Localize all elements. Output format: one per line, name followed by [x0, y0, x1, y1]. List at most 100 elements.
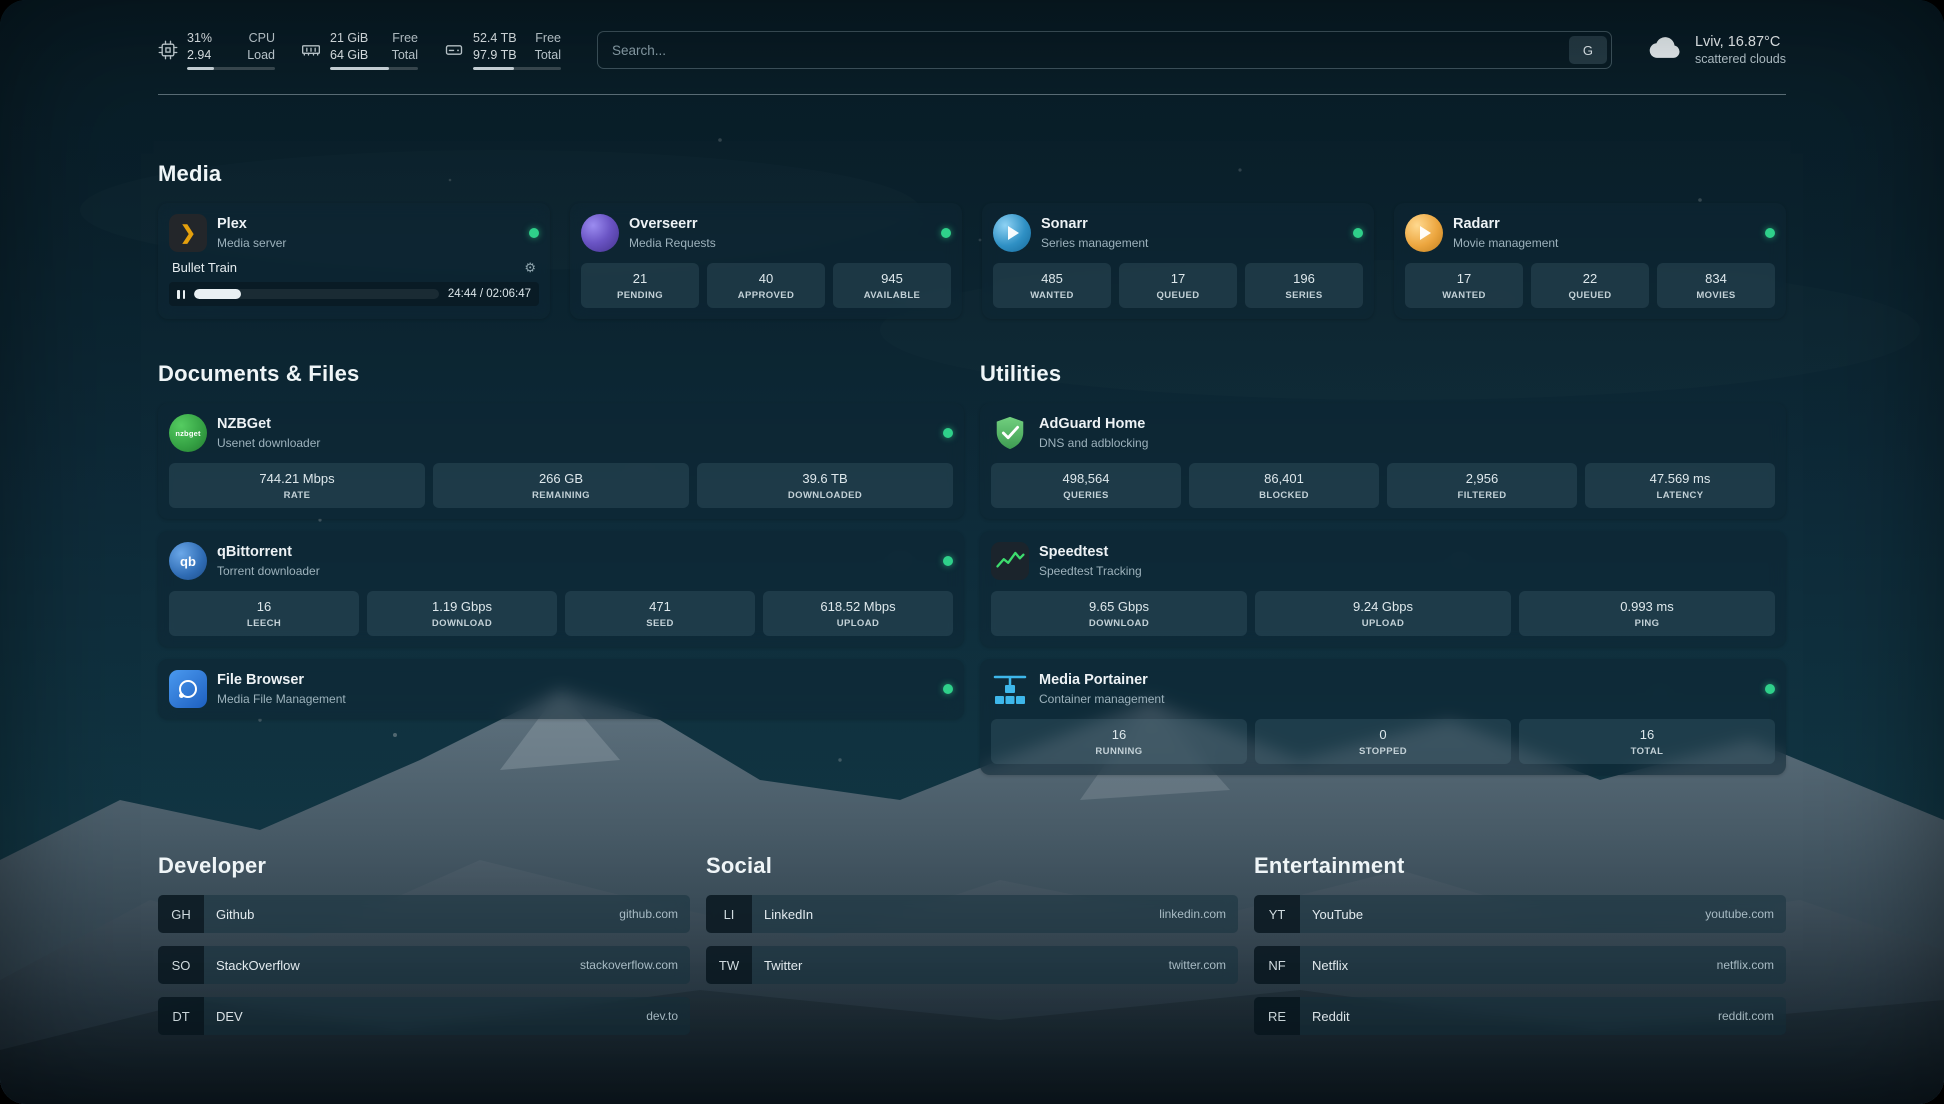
stat-block: 1.19 Gbps DOWNLOAD: [367, 591, 557, 636]
bookmark-name: Reddit: [1312, 1008, 1350, 1024]
stat-block: 16 LEECH: [169, 591, 359, 636]
stat-block: 2,956 FILTERED: [1387, 463, 1577, 508]
service-name: Radarr: [1453, 215, 1500, 232]
service-stats: 485 WANTED 17 QUEUED 196 SERIES: [993, 263, 1363, 308]
service-card-radarr[interactable]: Radarr Movie management 17 WANTED 22 QUEUE…: [1394, 203, 1786, 319]
service-name: AdGuard Home: [1039, 415, 1146, 432]
section-social: Social LI LinkedIn linkedin.com TW Twitt…: [706, 853, 1238, 1035]
service-name: File Browser: [217, 671, 305, 688]
section-media: Media ❯ Plex Media server Bullet Train: [158, 161, 1786, 319]
status-dot: [941, 228, 951, 238]
header-divider: [158, 94, 1786, 95]
bookmark-abbr: GH: [158, 895, 204, 933]
service-card-speedtest[interactable]: Speedtest Speedtest Tracking 9.65 Gbps DO…: [980, 531, 1786, 647]
bookmark-dev[interactable]: DT DEV dev.to: [158, 997, 690, 1035]
service-name: Plex: [217, 215, 247, 232]
weather-location: Lviv, 16.87°C: [1694, 34, 1781, 50]
bookmark-github[interactable]: GH Github github.com: [158, 895, 690, 933]
stat-block: 17 QUEUED: [1119, 263, 1237, 308]
nzbget-icon: nzbget: [169, 414, 207, 452]
search-provider-button[interactable]: G: [1568, 36, 1607, 64]
section-documents: Documents & Files nzbget NZBGet Usenet d…: [158, 361, 964, 719]
stat-block: 0.993 ms PING: [1519, 591, 1775, 636]
service-desc: Speedtest Tracking: [1039, 564, 1142, 579]
service-desc: Media server: [217, 236, 287, 251]
cpu-load-row: 2.94 Load: [187, 47, 275, 62]
service-stats: 16 RUNNING 0 STOPPED 16 TOTAL: [991, 719, 1775, 764]
service-card-qbittorrent[interactable]: qb qBittorrent Torrent downloader 16 LEEC…: [158, 531, 964, 647]
bookmark-abbr: DT: [158, 997, 204, 1035]
service-stats: 21 PENDING 40 APPROVED 945 AVAILABLE: [581, 263, 951, 308]
stat-block: 16 RUNNING: [991, 719, 1247, 764]
bookmark-abbr: TW: [706, 946, 752, 984]
stat-block: 47.569 ms LATENCY: [1585, 463, 1775, 508]
service-desc: Torrent downloader: [217, 564, 320, 579]
plex-player: 24:44 / 02:06:47: [169, 282, 539, 306]
service-name: Speedtest: [1039, 543, 1109, 560]
cpu-percent-row: 31% CPU: [187, 31, 275, 45]
playback-progress-bar[interactable]: [194, 289, 439, 299]
bookmark-linkedin[interactable]: LI LinkedIn linkedin.com: [706, 895, 1238, 933]
qbittorrent-icon: qb: [169, 542, 207, 580]
section-entertainment: Entertainment YT YouTube youtube.com NF …: [1254, 853, 1786, 1035]
service-card-plex[interactable]: ❯ Plex Media server Bullet Train ⚙: [158, 203, 550, 319]
stat-block: 266 GB REMAINING: [433, 463, 689, 508]
weather-condition: scattered clouds: [1694, 52, 1786, 66]
service-desc: Movie management: [1453, 236, 1559, 251]
bookmark-abbr: YT: [1254, 895, 1300, 933]
bookmark-url: twitter.com: [1168, 958, 1226, 972]
bookmark-name: YouTube: [1312, 906, 1364, 922]
sonarr-icon: [993, 214, 1031, 252]
service-card-adguard[interactable]: AdGuard Home DNS and adblocking 498,564 Q…: [980, 403, 1786, 519]
service-stats: 744.21 Mbps RATE 266 GB REMAINING 39.6 TB D…: [169, 463, 953, 508]
bookmark-url: github.com: [619, 907, 678, 921]
service-card-sonarr[interactable]: Sonarr Series management 485 WANTED 17 QUE…: [982, 203, 1374, 319]
bookmark-reddit[interactable]: RE Reddit reddit.com: [1254, 997, 1786, 1035]
search-input[interactable]: [602, 42, 1569, 58]
adguard-shield-icon: [991, 414, 1029, 452]
cpu-widget: 31% CPU 2.94 Load: [158, 30, 275, 70]
gear-icon[interactable]: ⚙: [524, 260, 536, 275]
service-card-overseerr[interactable]: Overseerr Media Requests 21 PENDING 40 APP…: [570, 203, 962, 319]
bookmark-url: reddit.com: [1717, 1009, 1774, 1023]
stat-block: 16 TOTAL: [1519, 719, 1775, 764]
service-card-nzbget[interactable]: nzbget NZBGet Usenet downloader 744.21 M…: [158, 403, 964, 519]
service-card-filebrowser[interactable]: File Browser Media File Management: [158, 659, 964, 719]
search-bar[interactable]: G: [597, 31, 1612, 69]
service-card-portainer[interactable]: Media Portainer Container management 16 R…: [980, 659, 1786, 775]
section-title-developer: Developer: [158, 853, 267, 878]
memory-icon: [301, 40, 321, 60]
disk-usage-bar: [473, 67, 561, 70]
service-desc: Series management: [1041, 236, 1149, 251]
filebrowser-icon: [169, 670, 207, 708]
memory-widget: 21 GiB Free 64 GiB Total: [301, 30, 418, 70]
stat-block: 39.6 TB DOWNLOADED: [697, 463, 953, 508]
bookmark-stackoverflow[interactable]: SO StackOverflow stackoverflow.com: [158, 946, 690, 984]
bookmark-twitter[interactable]: TW Twitter twitter.com: [706, 946, 1238, 984]
resource-widgets: 31% CPU 2.94 Load 21 GiB Free 64 GiB Total: [158, 30, 561, 70]
stat-block: 744.21 Mbps RATE: [169, 463, 425, 508]
status-dot: [1765, 684, 1775, 694]
service-desc: Media Requests: [629, 236, 716, 251]
service-name: Overseerr: [629, 215, 698, 232]
section-title-utilities: Utilities: [980, 361, 1062, 386]
pause-icon[interactable]: [177, 289, 185, 299]
stat-block: 9.65 Gbps DOWNLOAD: [991, 591, 1247, 636]
bookmark-url: netflix.com: [1716, 958, 1774, 972]
stat-block: 21 PENDING: [581, 263, 699, 308]
section-title-social: Social: [706, 853, 773, 878]
stat-block: 17 WANTED: [1405, 263, 1523, 308]
bookmark-netflix[interactable]: NF Netflix netflix.com: [1254, 946, 1786, 984]
bookmark-url: linkedin.com: [1159, 907, 1226, 921]
bookmark-name: LinkedIn: [764, 906, 814, 922]
stat-block: 0 STOPPED: [1255, 719, 1511, 764]
weather-widget: Lviv, 16.87°C scattered clouds: [1648, 34, 1786, 66]
disk-icon: [444, 40, 464, 60]
bookmark-youtube[interactable]: YT YouTube youtube.com: [1254, 895, 1786, 933]
stat-block: 485 WANTED: [993, 263, 1111, 308]
disk-total-row: 97.9 TB Total: [473, 47, 561, 62]
service-desc: Usenet downloader: [217, 436, 321, 451]
bookmark-name: DEV: [216, 1008, 243, 1024]
status-dot: [943, 556, 953, 566]
bookmark-abbr: SO: [158, 946, 204, 984]
